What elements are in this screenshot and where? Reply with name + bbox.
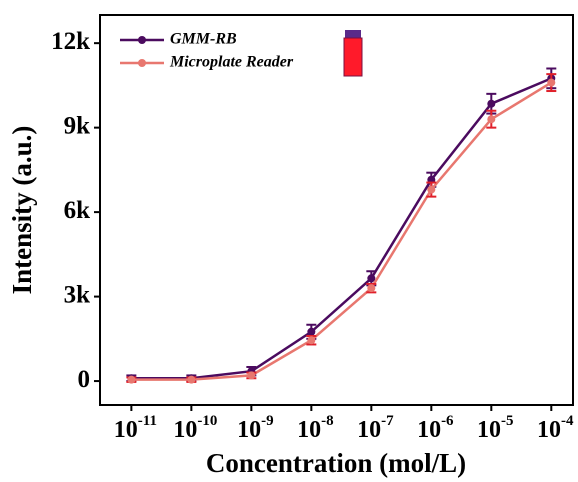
point [307, 336, 316, 345]
x-tick-base: 10 [357, 417, 381, 443]
vial-cap [345, 30, 361, 38]
x-tick-base: 10 [173, 417, 197, 443]
point [367, 284, 376, 293]
x-tick-exponent: -10 [197, 413, 217, 429]
x-tick-label: 10-8 [297, 413, 334, 442]
y-tick-label: 3k [64, 281, 91, 308]
point [367, 274, 376, 283]
point [247, 371, 256, 380]
point [187, 375, 196, 384]
x-tick-exponent: -4 [561, 413, 574, 429]
point [547, 78, 556, 87]
x-tick-base: 10 [114, 417, 138, 443]
legend-marker [138, 36, 146, 44]
legend-label: GMM-RB [170, 31, 237, 48]
x-tick-exponent: -7 [381, 413, 394, 429]
point [487, 99, 496, 108]
y-tick-label: 0 [78, 366, 91, 393]
x-axis-label: Concentration (mol/L) [206, 448, 466, 478]
x-tick-exponent: -11 [138, 413, 157, 429]
y-tick-label: 6k [64, 197, 91, 224]
x-tick-exponent: -9 [261, 413, 274, 429]
x-tick-base: 10 [237, 417, 261, 443]
x-tick-base: 10 [537, 417, 561, 443]
legend-label: Microplate Reader [169, 54, 294, 71]
y-axis-label: Intensity (a.u.) [7, 126, 37, 295]
x-tick-label: 10-5 [477, 413, 514, 442]
x-tick-label: 10-11 [114, 413, 157, 442]
plot-frame [99, 14, 574, 406]
y-tick-label: 9k [64, 112, 91, 139]
x-tick-exponent: -8 [321, 413, 334, 429]
x-tick-exponent: -5 [501, 413, 514, 429]
point [487, 115, 496, 124]
x-tick-base: 10 [477, 417, 501, 443]
x-tick-base: 10 [297, 417, 321, 443]
x-tick-label: 10-10 [173, 413, 217, 442]
x-tick-exponent: -6 [441, 413, 454, 429]
vial-body [343, 37, 363, 77]
x-tick-label: 10-9 [237, 413, 273, 442]
point [307, 327, 316, 336]
x-tick-label: 10-7 [357, 413, 394, 442]
x-tick-label: 10-4 [537, 413, 574, 442]
series-line [131, 81, 552, 381]
x-tick-label: 10-6 [417, 413, 454, 442]
x-tick-base: 10 [417, 417, 441, 443]
legend-marker [138, 59, 146, 67]
point [427, 185, 436, 194]
y-tick-label: 12k [51, 28, 90, 55]
point [127, 375, 136, 384]
vial [343, 30, 363, 77]
series-line [131, 77, 552, 380]
